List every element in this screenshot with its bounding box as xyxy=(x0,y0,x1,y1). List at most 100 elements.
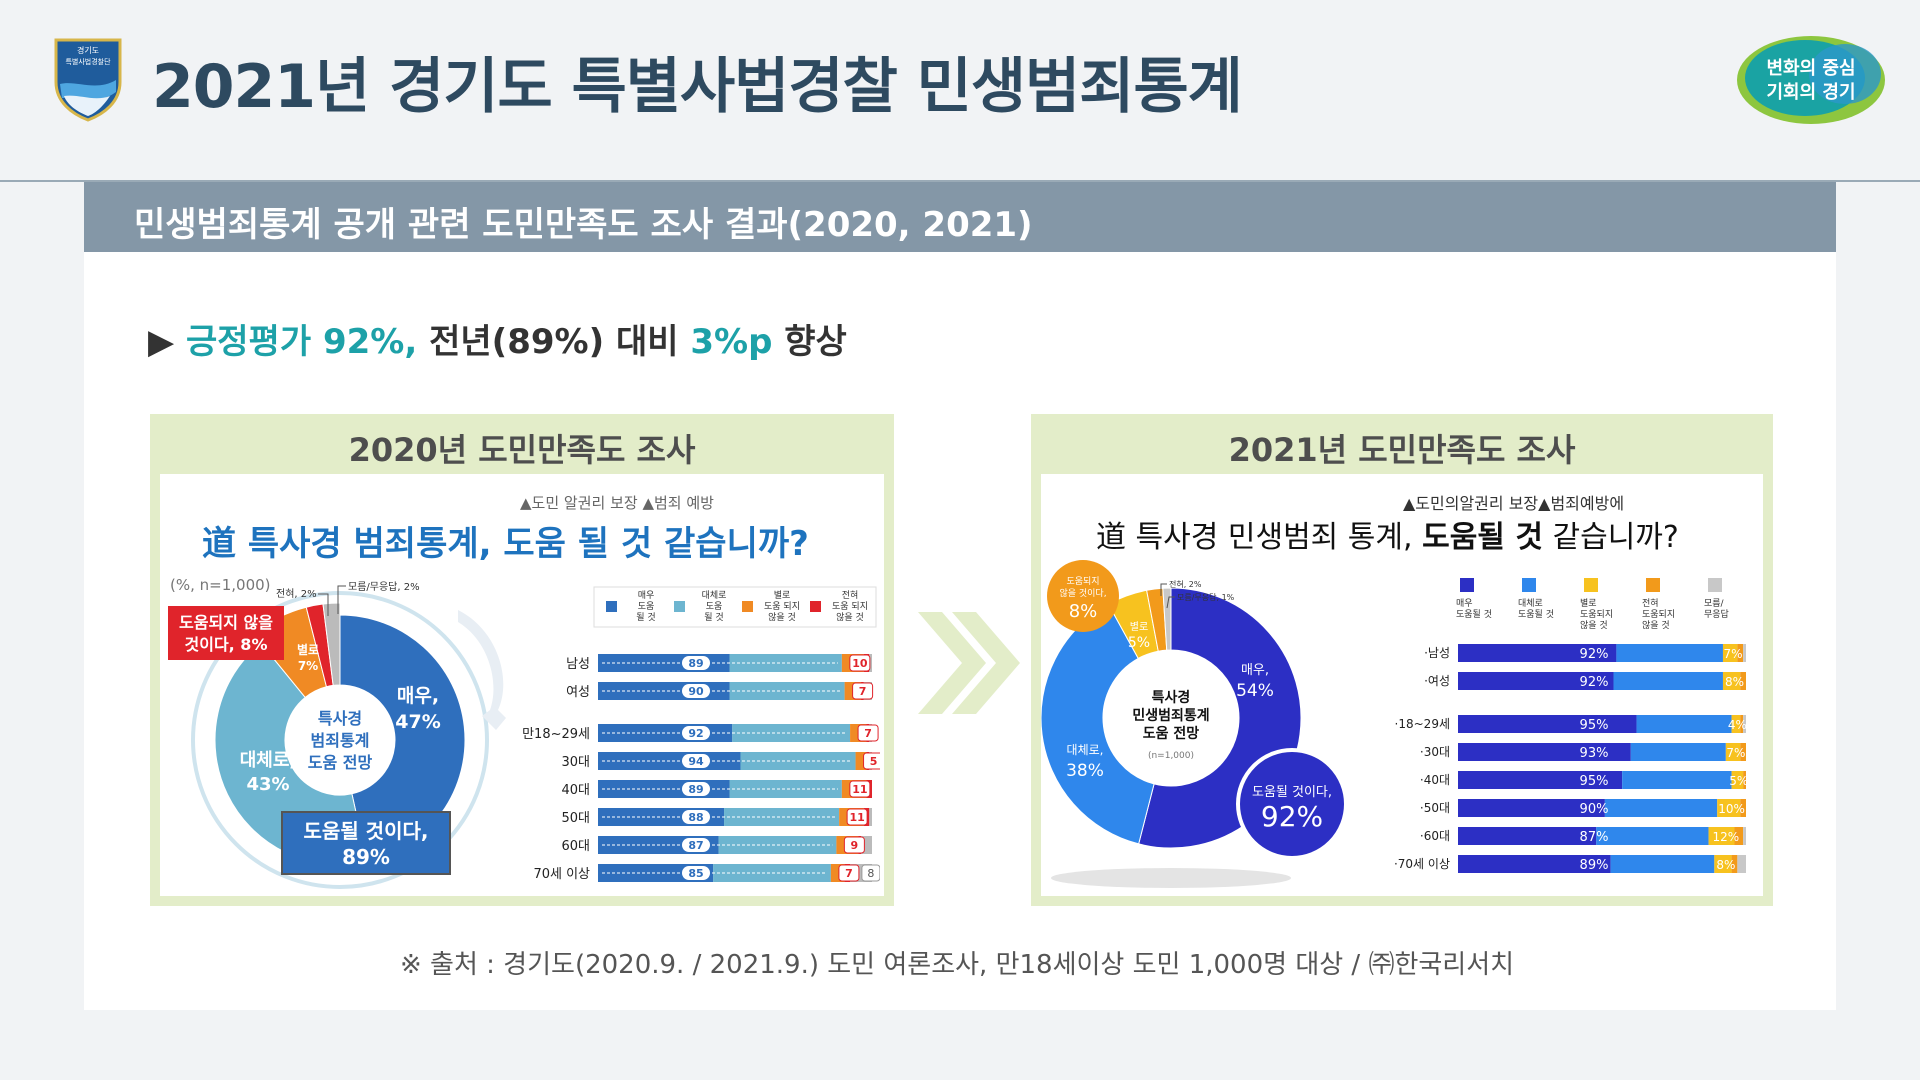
positive-label: 89 xyxy=(688,657,703,670)
callout-positive-text: 도움될 것이다, xyxy=(1252,785,1332,800)
bar-segment xyxy=(1737,855,1746,873)
legend-label: 모름/ xyxy=(1704,598,1725,609)
slogan-line1: 변화의 중심 xyxy=(1766,58,1855,79)
extra-label: 8 xyxy=(867,867,874,880)
legend-label: 매우 xyxy=(638,590,655,601)
bar-category-label: ·30대 xyxy=(1420,745,1450,759)
bar-segment xyxy=(1596,827,1709,845)
legend-box xyxy=(593,586,877,628)
bar-segment xyxy=(1458,827,1597,845)
callout-positive-text: 89% xyxy=(342,845,390,869)
legend-label: 않을 것 xyxy=(836,612,864,623)
donut-center-label: 민생범죄통계 xyxy=(1132,707,1209,724)
slogan-badge: 변화의 중심 기회의 경기 xyxy=(1737,36,1885,124)
headline-suffix: 향상 xyxy=(772,322,847,362)
legend-label: 도움되지 xyxy=(1580,609,1613,620)
positive-label-pill xyxy=(682,838,710,852)
bar-segment xyxy=(1731,771,1744,789)
legend-label: 않을 것 xyxy=(768,612,796,623)
positive-label: 90 xyxy=(688,685,704,698)
negative-label: 10% xyxy=(1718,802,1745,816)
slice-label-별로: 별로 xyxy=(297,642,319,657)
slice-label-무응답: 모름/무응답, 2% xyxy=(348,581,420,593)
callout-positive-text: 92% xyxy=(1261,800,1323,833)
bar-segment xyxy=(713,864,831,882)
headline-prev: 전년(89%) 대비 xyxy=(417,322,691,362)
positive-label-pill xyxy=(682,866,710,880)
donut-center-label: 특사경 xyxy=(318,709,362,728)
source-note: ※ 출처 : 경기도(2020.9. / 2021.9.) 도민 여론조사, 만… xyxy=(400,950,1515,980)
survey-2021-title: 2021년 도민만족도 조사 xyxy=(1228,431,1576,469)
bar-category-label: 30대 xyxy=(561,755,590,770)
donut-center-label: 범죄통계 xyxy=(311,731,370,750)
callout-negative-bubble xyxy=(1047,560,1119,632)
bar-segment xyxy=(1717,799,1741,817)
negative-label: 5% xyxy=(1729,774,1748,788)
headline: ▶ 긍정평가 92%, 전년(89%) 대비 3%p 향상 xyxy=(148,314,847,363)
legend-label: 무응답 xyxy=(1704,608,1729,620)
headline-delta: 3%p xyxy=(690,322,773,362)
negative-label: 5 xyxy=(870,755,878,768)
legend-swatch xyxy=(1460,578,1474,592)
legend-label: 전혀 xyxy=(1642,598,1659,609)
negative-label: 7% xyxy=(1726,746,1745,760)
bar-segment xyxy=(1743,827,1746,845)
positive-label-pill xyxy=(682,782,710,796)
positive-label: 95% xyxy=(1580,774,1609,789)
negative-label: 11 xyxy=(852,783,867,796)
positive-label-pill xyxy=(682,754,710,768)
negative-label-box xyxy=(863,752,880,770)
positive-label-pill xyxy=(682,656,710,670)
legend-label: 될 것 xyxy=(636,612,655,623)
survey-2020-subtitle: ▲도민 알권리 보장 ▲범죄 예방 xyxy=(520,494,714,512)
question-part3: 같습니까? xyxy=(1542,520,1679,555)
leader-line-전혀 xyxy=(318,593,329,616)
legend-swatch xyxy=(1708,578,1722,592)
bar-segment xyxy=(1737,644,1744,662)
legend-label: 도움될 것 xyxy=(1456,609,1492,620)
legend-label: 않을 것 xyxy=(1642,620,1670,631)
positive-label: 90% xyxy=(1580,802,1609,817)
bar-segment xyxy=(869,808,872,826)
legend-label: 않을 것 xyxy=(1580,620,1608,631)
callout-negative-text: 것이다, 8% xyxy=(185,635,268,654)
slice-value-별로: 7% xyxy=(298,659,318,673)
positive-label: 87 xyxy=(688,839,703,852)
bar-category-label: 50대 xyxy=(561,811,590,826)
bar-segment xyxy=(869,654,872,672)
bar-segment xyxy=(1725,743,1741,761)
donut-shadow xyxy=(1051,868,1291,888)
bar-category-label: 남성 xyxy=(566,657,590,672)
logo-text-line1: 경기도 xyxy=(77,45,99,55)
positive-label: 85 xyxy=(688,867,703,880)
negative-label-box xyxy=(852,682,874,700)
legend-label: 대체로 xyxy=(702,590,727,601)
bar-segment xyxy=(1616,644,1723,662)
slice-label-전혀: 전혀, 2% xyxy=(1169,579,1202,589)
callout-negative-text: 도움되지 않을 xyxy=(179,613,273,632)
legend-label: 매우 xyxy=(1456,598,1473,609)
bar-segment xyxy=(1743,644,1746,662)
positive-label: 89 xyxy=(688,783,703,796)
bar-segment xyxy=(1458,743,1631,761)
double-chevron-icon xyxy=(918,612,1020,714)
donut-center-label: 특사경 xyxy=(1152,689,1191,706)
negative-label-box xyxy=(846,808,868,826)
callout-positive-text: 도움될 것이다, xyxy=(304,819,429,843)
legend-label: 전혀 xyxy=(842,590,859,601)
bar-segment xyxy=(1722,672,1741,690)
bar-segment xyxy=(1743,715,1746,733)
slice-label-매우: 매우, xyxy=(1241,663,1269,678)
positive-label-pill xyxy=(682,684,710,698)
headline-positive: 긍정평가 92%, xyxy=(186,322,418,362)
slice-value-매우: 54% xyxy=(1236,681,1274,701)
bar-category-label: ·남성 xyxy=(1424,646,1450,660)
legend-swatch xyxy=(1646,578,1660,592)
donut-hole xyxy=(285,685,395,795)
legend-swatch xyxy=(1522,578,1536,592)
bar-segment xyxy=(1740,672,1746,690)
positive-label-pill xyxy=(682,810,710,824)
bar-segment xyxy=(1636,715,1732,733)
